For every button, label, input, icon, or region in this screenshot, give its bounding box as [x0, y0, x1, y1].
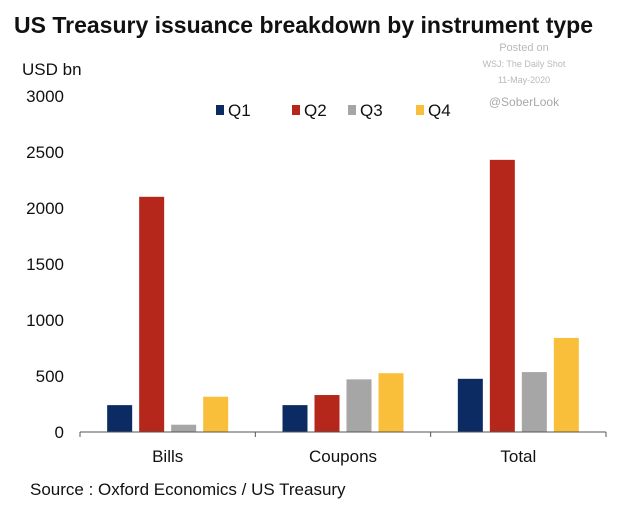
y-tick-label: 2000: [26, 199, 64, 218]
y-axis-unit-label: USD bn: [22, 60, 82, 79]
bar-coupons-q2: [314, 395, 340, 432]
source-note: Source : Oxford Economics / US Treasury: [30, 480, 346, 499]
bar-total-q3: [521, 372, 547, 432]
legend-swatch-q3: [348, 105, 356, 115]
watermark-publication: WSJ: The Daily Shot: [482, 59, 566, 69]
bar-coupons-q1: [282, 405, 308, 432]
bar-total-q2: [489, 159, 515, 432]
bar-bills-q1: [107, 405, 133, 432]
watermark-handle: @SoberLook: [488, 95, 560, 109]
x-category-label: Total: [500, 447, 536, 466]
y-tick-label: 500: [36, 367, 64, 386]
x-axis: Bills Coupons Total: [79, 431, 607, 466]
x-category-label: Bills: [152, 447, 183, 466]
x-category-label: Coupons: [309, 447, 377, 466]
bars: [107, 159, 579, 432]
y-tick-label: 2500: [26, 143, 64, 162]
watermark-posted-on: Posted on: [499, 42, 549, 54]
y-tick-label: 3000: [26, 87, 64, 106]
bar-bills-q4: [203, 396, 229, 432]
legend-label-q1: Q1: [228, 101, 251, 120]
watermark-date: 11-May-2020: [497, 75, 551, 85]
legend-swatch-q1: [216, 105, 224, 115]
chart-title: US Treasury issuance breakdown by instru…: [14, 12, 594, 38]
bar-total-q1: [457, 378, 483, 432]
watermark: Posted on WSJ: The Daily Shot 11-May-202…: [454, 40, 594, 110]
y-tick-label: 1500: [26, 255, 64, 274]
legend-label-q2: Q2: [304, 101, 327, 120]
legend-swatch-q4: [416, 105, 424, 115]
bar-total-q4: [553, 337, 579, 432]
legend-label-q4: Q4: [428, 101, 451, 120]
legend-swatch-q2: [292, 105, 300, 115]
y-tick-label: 1000: [26, 311, 64, 330]
y-tick-label: 0: [55, 423, 64, 442]
bar-coupons-q4: [378, 373, 404, 432]
bar-bills-q3: [171, 424, 197, 432]
legend-label-q3: Q3: [360, 101, 383, 120]
legend: Q1 Q2 Q3 Q4: [216, 101, 451, 120]
bar-coupons-q3: [346, 379, 372, 432]
y-axis: 0 500 1000 1500 2000 2500 3000: [26, 87, 64, 442]
bar-bills-q2: [139, 196, 165, 432]
